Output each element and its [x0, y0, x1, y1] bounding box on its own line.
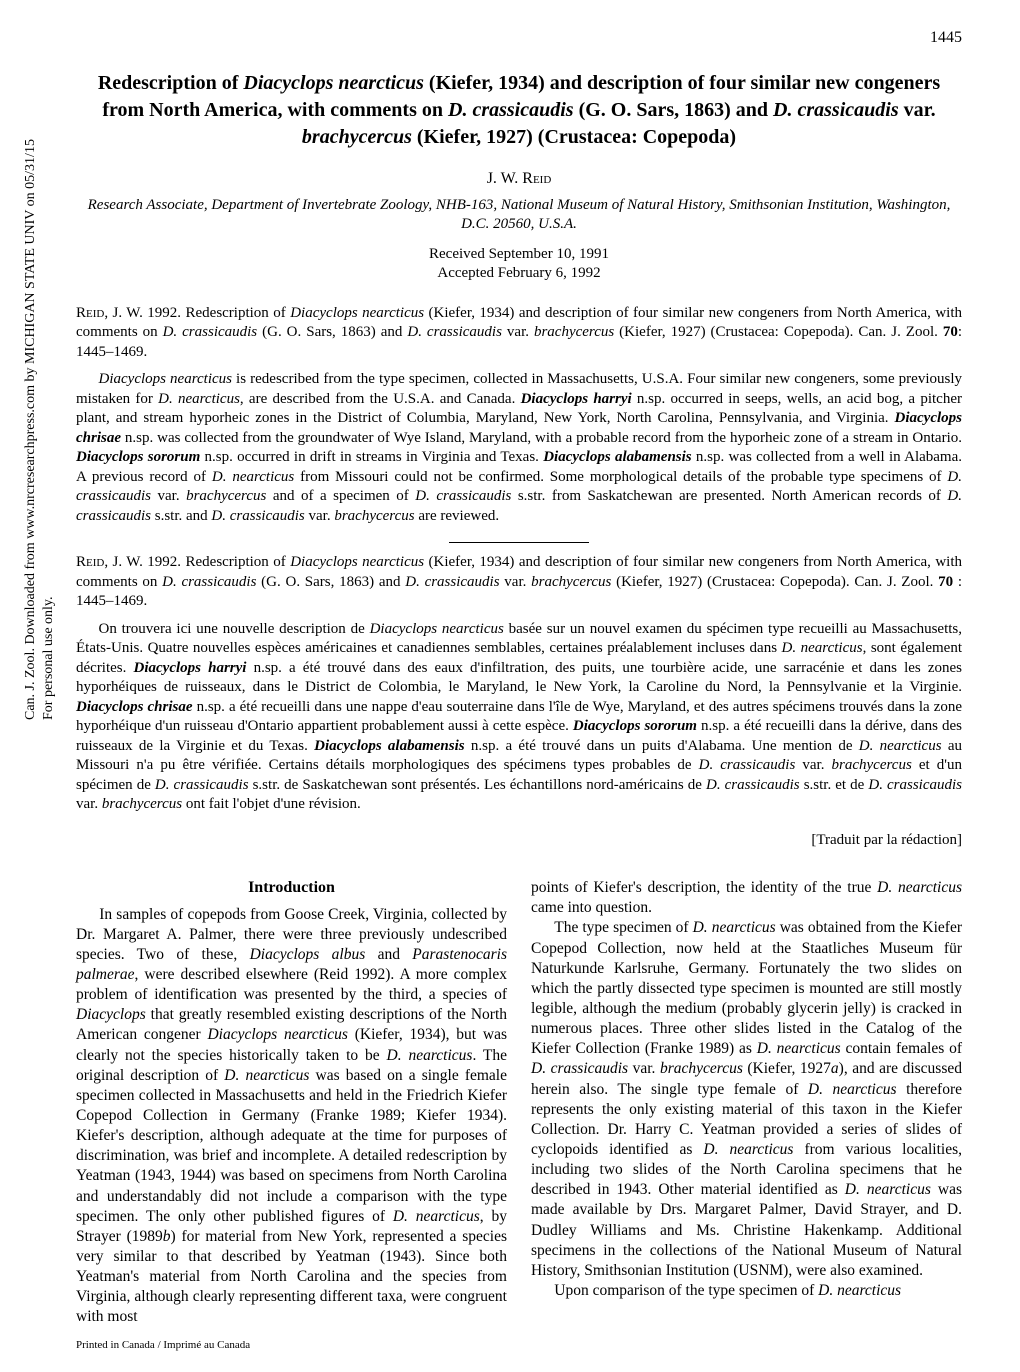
- article-title: Redescription of Diacyclops nearcticus (…: [76, 70, 962, 151]
- intro-paragraph-1: In samples of copepods from Goose Creek,…: [76, 905, 507, 1328]
- page-number: 1445: [76, 28, 962, 48]
- received-date: Received September 10, 1991: [76, 245, 962, 265]
- introduction-heading: Introduction: [76, 878, 507, 898]
- intro-paragraph-1-cont: points of Kiefer's description, the iden…: [531, 878, 962, 918]
- author-name: J. W. Reid: [76, 169, 962, 189]
- body-columns: Introduction In samples of copepods from…: [76, 878, 962, 1352]
- article-dates: Received September 10, 1991 Accepted Feb…: [76, 245, 962, 284]
- citation-french: Reid, J. W. 1992. Redescription of Diacy…: [76, 553, 962, 612]
- translation-note: [Traduit par la rédaction]: [76, 831, 962, 850]
- citation-english: Reid, J. W. 1992. Redescription of Diacy…: [76, 304, 962, 363]
- intro-paragraph-2: The type specimen of D. nearcticus was o…: [531, 918, 962, 1281]
- download-notice: Can. J. Zool. Downloaded from www.nrcres…: [22, 139, 58, 720]
- column-right: points of Kiefer's description, the iden…: [531, 878, 962, 1352]
- column-left: Introduction In samples of copepods from…: [76, 878, 507, 1352]
- author-affiliation: Research Associate, Department of Invert…: [76, 196, 962, 235]
- abstract-english: Diacyclops nearcticus is redescribed fro…: [76, 370, 962, 526]
- abstract-french: On trouvera ici une nouvelle description…: [76, 620, 962, 815]
- accepted-date: Accepted February 6, 1992: [76, 264, 962, 284]
- divider: [449, 542, 589, 543]
- intro-paragraph-3: Upon comparison of the type specimen of …: [531, 1281, 962, 1301]
